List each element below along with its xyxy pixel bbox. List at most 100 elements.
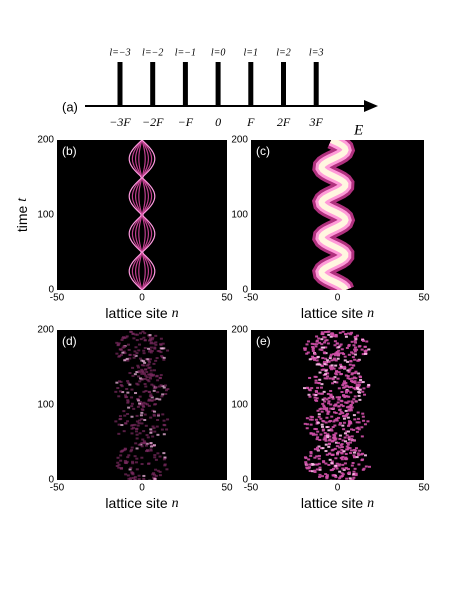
speckle <box>142 430 146 433</box>
speckle <box>353 348 357 351</box>
speckle <box>126 381 130 384</box>
speckle <box>350 351 354 354</box>
speckle <box>140 411 144 414</box>
speckle <box>151 336 155 339</box>
speckle <box>329 428 333 431</box>
speckle <box>149 428 153 431</box>
speckle <box>116 461 120 464</box>
speckle <box>322 406 326 409</box>
speckle <box>365 340 369 343</box>
speckle <box>158 470 162 473</box>
level-energy: −3F <box>109 115 131 129</box>
speckle <box>357 381 361 384</box>
axis-label: E <box>353 122 363 138</box>
speckle <box>325 377 329 380</box>
arrow-head <box>364 100 378 112</box>
speckle <box>153 430 157 433</box>
speckle <box>155 397 159 400</box>
speckle <box>140 422 144 425</box>
speckle <box>144 424 148 427</box>
speckle <box>153 410 157 413</box>
speckle <box>136 424 140 427</box>
speckle <box>313 448 317 451</box>
speckle <box>154 458 158 461</box>
speckle <box>321 332 325 335</box>
y-tick-label: 0 <box>48 475 54 486</box>
speckle <box>310 463 314 466</box>
speckle <box>117 432 121 435</box>
speckle <box>150 338 154 341</box>
speckle <box>340 479 344 480</box>
speckle <box>329 353 333 356</box>
speckle <box>324 339 328 342</box>
speckle <box>134 333 138 336</box>
speckle <box>137 349 141 352</box>
y-axis-label-text: time <box>14 205 30 232</box>
speckle <box>143 339 147 342</box>
speckle <box>315 335 319 338</box>
speckle <box>142 390 146 393</box>
speckle <box>324 330 328 333</box>
speckle <box>162 419 166 422</box>
speckle <box>352 470 356 473</box>
speckle <box>337 349 341 352</box>
speckle <box>336 377 340 380</box>
speckle <box>358 345 362 348</box>
speckle <box>362 387 366 390</box>
speckle <box>329 368 333 371</box>
speckle <box>128 357 132 360</box>
speckle <box>339 451 343 454</box>
speckle <box>123 359 127 362</box>
x-axis-label-text: lattice site <box>105 495 167 511</box>
speckle <box>166 387 170 390</box>
x-tick-label: -50 <box>50 483 65 494</box>
speckle <box>162 386 166 389</box>
speckle <box>120 385 124 388</box>
speckle <box>116 456 120 459</box>
speckle <box>126 391 130 394</box>
speckle <box>334 359 338 362</box>
speckle <box>338 344 342 347</box>
speckle <box>115 352 119 355</box>
speckle <box>158 455 162 458</box>
speckle <box>149 337 153 340</box>
speckle <box>344 333 348 336</box>
speckle <box>341 439 345 442</box>
speckle <box>137 371 141 374</box>
speckle <box>135 414 139 417</box>
speckle <box>345 406 349 409</box>
speckle <box>152 427 156 430</box>
speckle <box>338 423 342 426</box>
speckle <box>139 338 143 341</box>
y-tick-label: 100 <box>231 400 248 411</box>
speckle <box>142 401 146 404</box>
speckle <box>353 448 357 451</box>
speckle <box>336 442 340 445</box>
speckle <box>342 415 346 418</box>
speckle <box>312 393 316 396</box>
speckle <box>334 364 338 367</box>
speckle <box>329 393 333 396</box>
x-axis-label-text: lattice site <box>301 305 363 321</box>
speckle <box>162 356 166 359</box>
speckle <box>142 349 146 352</box>
speckle <box>154 341 158 344</box>
speckle <box>330 462 334 465</box>
speckle <box>120 338 124 341</box>
speckle <box>341 330 345 333</box>
speckle <box>152 362 156 365</box>
speckle <box>314 428 318 431</box>
speckle <box>303 456 307 459</box>
speckle <box>362 339 366 342</box>
speckle <box>144 358 148 361</box>
speckle <box>324 434 328 437</box>
speckle <box>154 343 158 346</box>
speckle <box>330 332 334 335</box>
speckle <box>163 464 167 467</box>
speckle <box>348 441 352 444</box>
speckle <box>130 446 134 449</box>
speckle <box>347 395 351 398</box>
speckle <box>151 409 155 412</box>
speckle <box>340 458 344 461</box>
speckle <box>139 400 143 403</box>
